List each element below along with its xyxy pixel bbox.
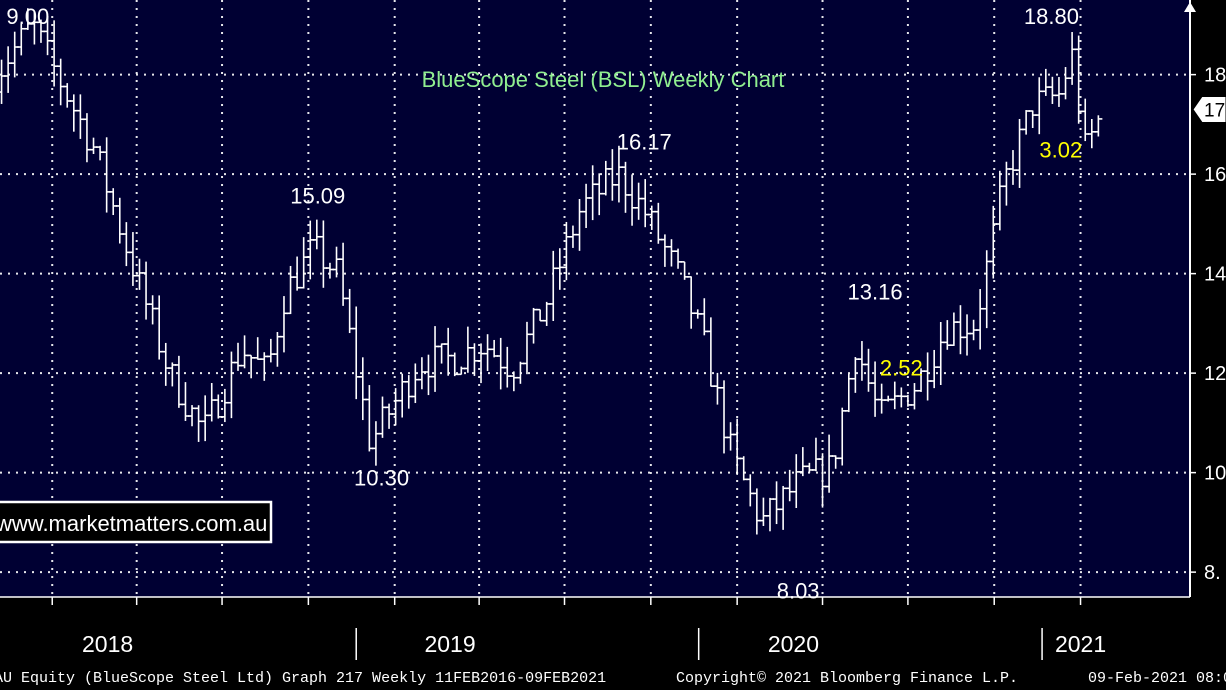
ohlc-bars (0, 8, 1103, 535)
y-tick-label: 14 (1204, 264, 1226, 286)
price-annotation: 9.00 (6, 4, 49, 29)
year-label: 2021 (1055, 631, 1106, 657)
year-labels: 2018 2019 2020 2021 (82, 631, 1106, 657)
footer-left: AU Equity (BlueScope Steel Ltd) Graph 21… (0, 670, 606, 687)
x-axis-ticks (51, 597, 1082, 605)
price-annotation: 15.09 (290, 183, 345, 208)
footer-right: 09-Feb-2021 08:0 (1088, 670, 1226, 687)
y-tick-label: 12 (1204, 363, 1226, 385)
ohlc-bar (1094, 115, 1103, 137)
y-tick-label: 10 (1204, 463, 1226, 485)
y-axis-ticks: 8. 10 12 14 16 18 (1190, 65, 1226, 584)
y-tick-label: 8. (1204, 562, 1221, 584)
y-tick-label: 18 (1204, 65, 1226, 87)
year-label: 2020 (768, 631, 819, 657)
year-dividers (355, 628, 1043, 660)
chart-title: BlueScope Steel (BSL) Weekly Chart (422, 67, 785, 92)
watermark-box (0, 500, 273, 544)
year-label: 2018 (82, 631, 133, 657)
price-annotation: 18.80 (1024, 4, 1079, 29)
last-price-label: 17 (1204, 100, 1225, 121)
y-axis-arrow-icon (1184, 2, 1196, 12)
price-annotation: 16.17 (617, 130, 672, 155)
price-annotation: 10.30 (354, 466, 409, 491)
year-label: 2019 (424, 631, 475, 657)
last-price-marker: 17 (1192, 95, 1226, 123)
last-price-tag (1192, 95, 1226, 123)
price-annotations: 9.00 15.09 10.30 16.17 8.03 13.16 2.52 18.80 3.0… (6, 4, 1082, 604)
watermark-text: www.marketmatters.com.au (0, 511, 267, 536)
footer-center: Copyright© 2021 Bloomberg Finance L.P. (676, 670, 1018, 687)
price-annotation: 2.52 (880, 355, 923, 380)
plot-background (0, 0, 1190, 597)
price-annotation: 13.16 (848, 279, 903, 304)
price-annotation: 8.03 (777, 579, 820, 604)
y-tick-label: 16 (1204, 164, 1226, 186)
price-annotation: 3.02 (1039, 137, 1082, 162)
